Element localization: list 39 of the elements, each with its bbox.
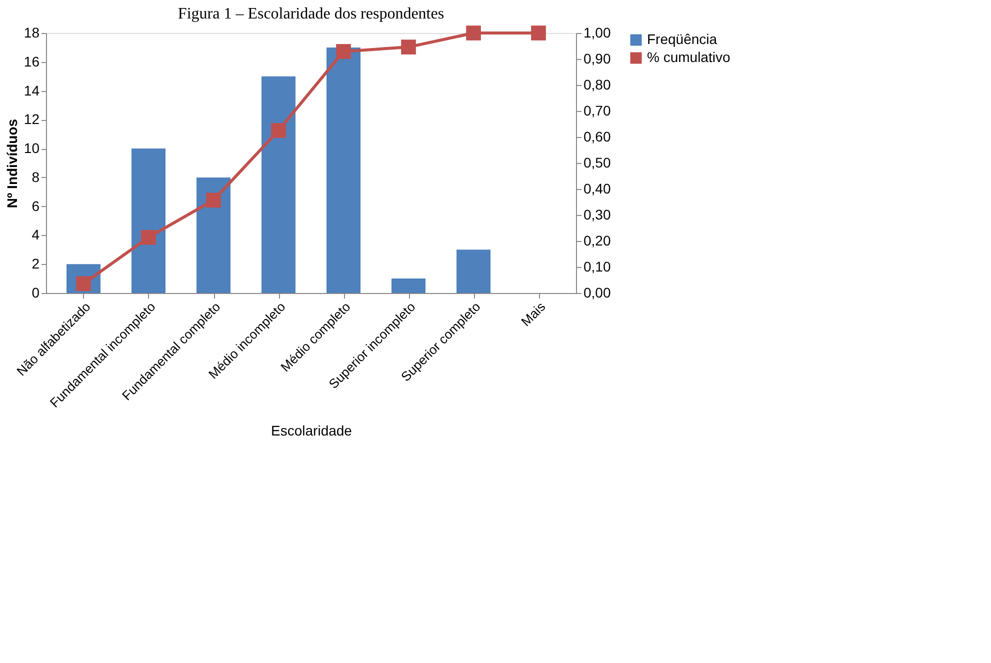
y2-tick-label: 0,10 bbox=[584, 258, 611, 274]
legend-label: % cumulativo bbox=[647, 49, 730, 65]
point bbox=[466, 26, 481, 40]
y2-tick-label: 0,70 bbox=[584, 102, 611, 118]
bar bbox=[132, 148, 166, 293]
point bbox=[401, 40, 416, 54]
y2-tick-label: 0,20 bbox=[584, 232, 611, 248]
bar bbox=[196, 177, 230, 293]
y2-tick-label: 0,00 bbox=[584, 284, 611, 300]
bar bbox=[262, 76, 296, 293]
y-tick-label: 18 bbox=[24, 24, 40, 40]
bar bbox=[326, 47, 360, 293]
y2-tick-label: 0,50 bbox=[584, 154, 611, 170]
y2-tick-label: 0,40 bbox=[584, 180, 611, 196]
y2-tick-label: 0,80 bbox=[584, 76, 611, 92]
bar bbox=[456, 250, 490, 293]
bar bbox=[392, 278, 426, 293]
y-tick-label: 12 bbox=[24, 111, 40, 128]
x-axis-title: Escolaridade bbox=[271, 422, 352, 438]
y2-tick-label: 0,90 bbox=[584, 50, 611, 66]
y-tick-label: 6 bbox=[32, 198, 40, 214]
y-tick-label: 4 bbox=[32, 226, 40, 243]
point bbox=[206, 192, 221, 208]
y2-tick-label: 1,00 bbox=[584, 24, 611, 40]
y-tick-label: 2 bbox=[32, 256, 40, 272]
y-tick-label: 0 bbox=[32, 284, 40, 300]
chart-title: Figura 1 – Escolaridade dos respondentes bbox=[178, 6, 444, 23]
y-axis-title: Nº Indivíduos bbox=[4, 118, 20, 208]
y-tick-label: 16 bbox=[24, 53, 40, 70]
point bbox=[531, 26, 546, 40]
point bbox=[336, 44, 351, 59]
legend-label: Freqüência bbox=[647, 31, 718, 47]
point bbox=[141, 230, 156, 245]
point bbox=[271, 123, 286, 138]
y2-tick-label: 0,60 bbox=[584, 128, 611, 144]
y-tick-label: 14 bbox=[24, 82, 40, 98]
y2-tick-label: 0,30 bbox=[584, 206, 611, 222]
y-tick-label: 10 bbox=[24, 140, 40, 156]
y-tick-label: 8 bbox=[32, 168, 40, 185]
